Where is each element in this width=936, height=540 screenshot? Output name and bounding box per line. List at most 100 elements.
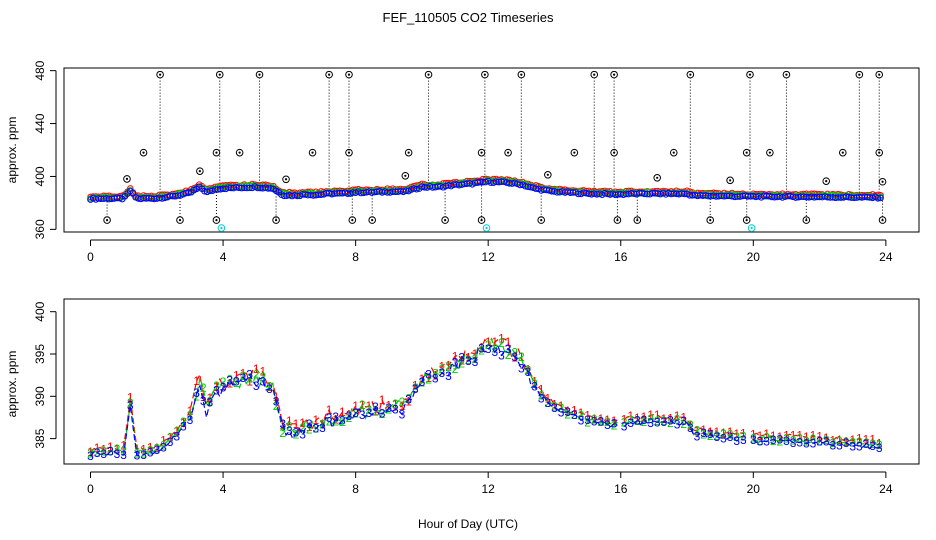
series-point-2: 2 (306, 422, 313, 436)
series-point-2: 2 (266, 380, 273, 394)
series-point-1: 1 (226, 377, 233, 391)
series-point-1: 1 (293, 417, 300, 431)
series-point-1: 1 (160, 434, 167, 448)
series-point-1: 1 (621, 413, 628, 427)
spike-point-dot (159, 73, 162, 76)
series-point-2: 2 (829, 436, 836, 450)
series-point-2: 2 (700, 427, 707, 441)
series-point-2: 2 (511, 346, 518, 360)
series-point-1: 1 (392, 398, 399, 412)
series-point-2: 2 (399, 395, 406, 409)
series-point-3: 3 (803, 437, 810, 451)
spike-point-dot (427, 73, 430, 76)
series-point-1: 1 (498, 331, 505, 345)
series-point-3: 3 (425, 368, 432, 382)
series-point-3: 3 (127, 398, 134, 412)
low-point (272, 216, 280, 224)
series-point-1: 1 (120, 439, 127, 453)
series-point-2: 2 (750, 431, 757, 445)
series-point-2: 2 (591, 413, 598, 427)
series-point-2: 2 (240, 369, 247, 383)
series-point-3: 3 (770, 433, 777, 447)
series-point-1: 1 (604, 413, 611, 427)
series-point-3: 3 (485, 342, 492, 356)
series-point-3: 3 (518, 362, 525, 376)
bottom-x-tick-label: 0 (87, 482, 94, 496)
series-point-2: 2 (438, 362, 445, 376)
mid-low-point-dot (729, 179, 732, 182)
series-point-3: 3 (279, 417, 286, 431)
mid-spike-point-dot (745, 151, 748, 154)
series-point-1: 1 (472, 347, 479, 361)
series-point-1: 1 (551, 398, 558, 412)
series-point-1: 1 (776, 430, 783, 444)
mid-low-point (726, 176, 734, 185)
series-point-2: 2 (849, 435, 856, 449)
series-point-3: 3 (750, 433, 757, 447)
series-point-3: 3 (538, 392, 545, 406)
mid-spike-point (504, 148, 512, 157)
band-point-blue (185, 189, 192, 196)
series-point-2: 2 (611, 419, 618, 433)
series-point-2: 2 (140, 446, 147, 460)
series-point-1: 1 (206, 391, 213, 405)
series-point-3: 3 (525, 365, 532, 379)
mid-low-point (196, 167, 204, 175)
series-point-2: 2 (332, 414, 339, 428)
top-y-tick-label: 480 (33, 60, 47, 80)
mid-spike-point-dot (613, 151, 616, 154)
spike-point-dot (858, 73, 861, 76)
series-point-3: 3 (511, 350, 518, 364)
series-point-1: 1 (538, 383, 545, 397)
mid-low-point (653, 174, 661, 182)
cyan-point-dot (485, 226, 488, 230)
series-point-2: 2 (720, 427, 727, 441)
series-point-3: 3 (379, 406, 386, 420)
spike-point-dot (258, 73, 261, 76)
series-point-2: 2 (763, 431, 770, 445)
series-point-1: 1 (193, 374, 200, 388)
series-point-1: 1 (240, 366, 247, 380)
series-point-3: 3 (621, 419, 628, 433)
series-point-1: 1 (299, 416, 306, 430)
series-point-3: 3 (505, 342, 512, 356)
low-point (742, 216, 751, 224)
series-point-2: 2 (694, 424, 701, 438)
series-point-2: 2 (279, 426, 286, 440)
low-point (537, 216, 546, 224)
series-point-1: 1 (485, 335, 492, 349)
series-point-1: 1 (714, 425, 721, 439)
cyan-point (217, 224, 226, 232)
series-point-1: 1 (140, 443, 147, 457)
series-point-2: 2 (604, 415, 611, 429)
series-point-1: 1 (478, 341, 485, 355)
series-point-1: 1 (763, 427, 770, 441)
low-point-dot (215, 218, 218, 222)
series-point-2: 2 (100, 445, 107, 459)
series-point-2: 2 (485, 338, 492, 352)
series-point-2: 2 (869, 437, 876, 451)
series-point-1: 1 (654, 408, 661, 422)
series-point-2: 2 (187, 408, 194, 422)
series-point-1: 1 (419, 372, 426, 386)
series-point-3: 3 (790, 436, 797, 450)
spike-point-dot (520, 73, 523, 76)
series-point-2: 2 (385, 403, 392, 417)
mid-spike-point (345, 148, 353, 157)
series-point-2: 2 (465, 353, 472, 367)
low-point-dot (351, 218, 354, 222)
series-point-2: 2 (707, 429, 714, 443)
series-point-3: 3 (445, 369, 452, 383)
series-point-2: 2 (823, 433, 830, 447)
bottom-x-tick-label: 8 (352, 482, 359, 496)
series-point-3: 3 (700, 426, 707, 440)
series-point-3: 3 (452, 356, 459, 370)
series-point-1: 1 (432, 368, 439, 382)
series-point-1: 1 (660, 412, 667, 426)
series-point-3: 3 (167, 435, 174, 449)
low-point-dot (636, 218, 639, 222)
series-point-1: 1 (584, 409, 591, 423)
bottom-x-tick-label: 16 (614, 482, 628, 496)
series-point-3: 3 (173, 430, 180, 444)
series-point-2: 2 (366, 403, 373, 417)
